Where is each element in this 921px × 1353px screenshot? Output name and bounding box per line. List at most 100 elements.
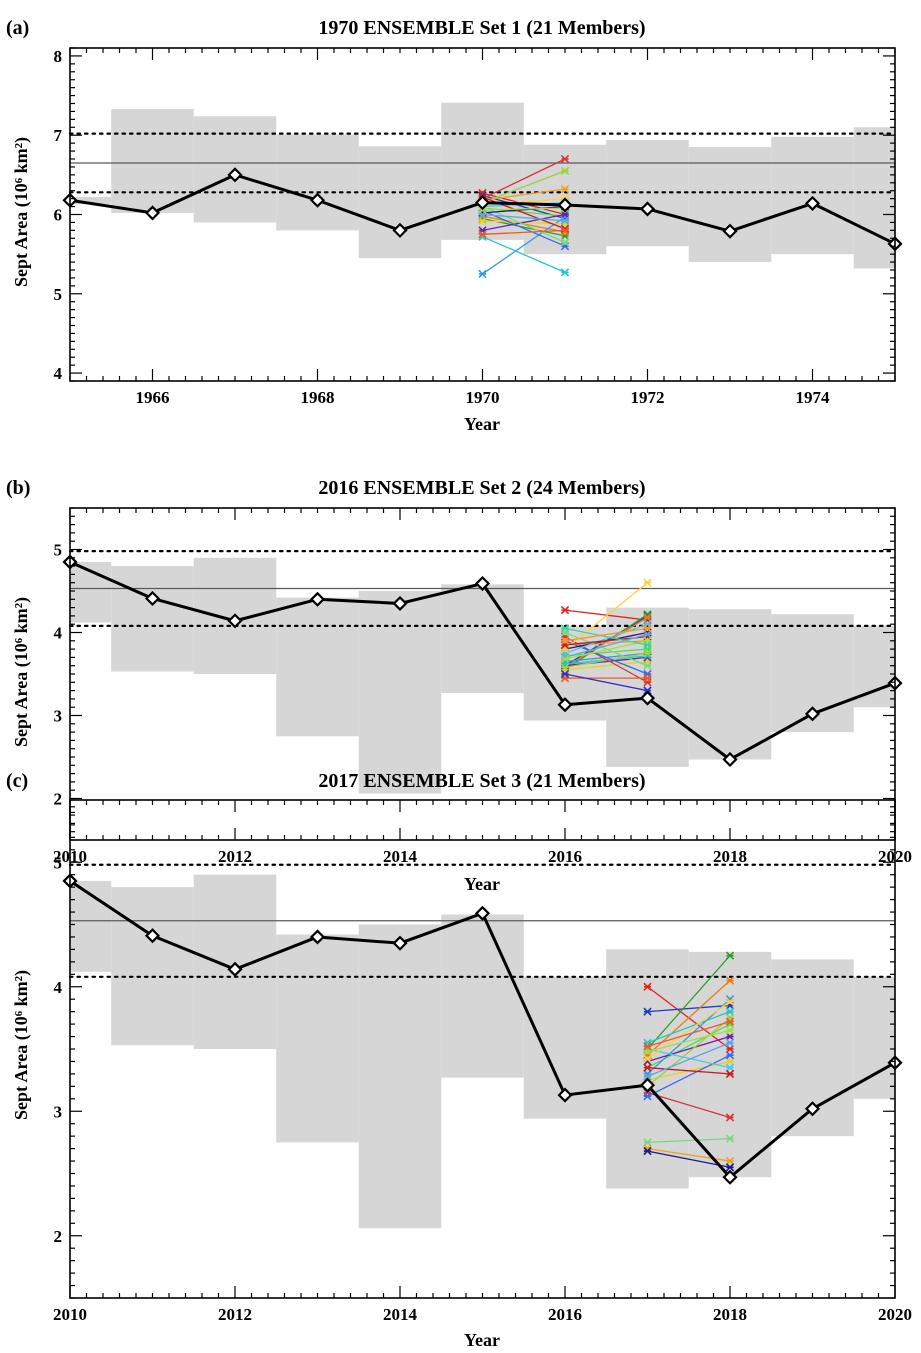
ensemble-member-line xyxy=(482,170,566,204)
ensemble-member-point xyxy=(560,605,570,615)
observed-point xyxy=(639,690,656,706)
observed-point xyxy=(227,613,243,629)
panel-c-letter: (c) xyxy=(6,770,28,792)
envelope-band xyxy=(771,136,854,255)
ensemble-member-line xyxy=(482,205,566,214)
ensemble-member-line xyxy=(564,627,648,646)
panel-b-envelope xyxy=(70,557,895,794)
x-tick-label: 1972 xyxy=(631,388,665,407)
ensemble-member-point xyxy=(725,1017,735,1026)
ensemble-member-point xyxy=(560,238,570,247)
observed-point xyxy=(144,928,161,944)
ensemble-member-point xyxy=(560,268,570,277)
ensemble-member-point xyxy=(643,1042,652,1051)
ensemble-member-point xyxy=(725,1026,735,1035)
ensemble-member-line xyxy=(482,205,566,243)
ensemble-member xyxy=(560,578,652,654)
panel-b-observed xyxy=(62,554,903,768)
ensemble-member-line xyxy=(564,640,648,646)
observed-point xyxy=(722,751,738,768)
ensemble-member-point xyxy=(560,636,570,645)
ensemble-member-line xyxy=(647,1017,731,1087)
ensemble-member-point xyxy=(643,1146,652,1156)
observed-point xyxy=(227,961,243,977)
observed-point xyxy=(804,706,821,722)
ensemble-member-point xyxy=(725,1044,735,1054)
ensemble-member-line xyxy=(564,627,648,642)
panel-c-observed xyxy=(62,873,903,1185)
ensemble-member-line xyxy=(564,582,648,650)
ensemble-member xyxy=(643,1017,735,1051)
x-tick-label: 2020 xyxy=(878,1305,912,1324)
ensemble-member xyxy=(560,636,652,664)
ensemble-member xyxy=(643,1134,735,1147)
ensemble-member-line xyxy=(647,1091,731,1119)
y-tick-label: 3 xyxy=(54,1102,63,1121)
ensemble-member-line xyxy=(482,213,566,222)
y-tick-label: 4 xyxy=(54,624,63,643)
observed-point xyxy=(144,205,161,221)
ensemble-member-line xyxy=(647,1023,731,1069)
ensemble-member-point xyxy=(560,184,570,194)
y-tick-label: 4 xyxy=(54,364,63,383)
panel-b-y-axis-label: Sept Area (10⁶ km²) xyxy=(11,597,32,747)
ensemble-member-point xyxy=(643,982,652,991)
observed-point xyxy=(227,167,243,183)
panel-a-observed xyxy=(62,167,903,252)
ensemble-member-line xyxy=(647,1035,731,1063)
panel-c-ensemble xyxy=(643,951,735,1172)
ensemble-member xyxy=(643,1051,735,1101)
ensemble-member-point xyxy=(725,1032,735,1041)
ensemble-member-line xyxy=(647,1137,731,1144)
ensemble-member-point xyxy=(560,654,570,664)
ensemble-member-point xyxy=(725,1057,735,1066)
ensemble-member-point xyxy=(725,951,735,960)
observed-point xyxy=(639,1077,656,1093)
ensemble-member-point xyxy=(643,624,652,633)
y-tick-label: 7 xyxy=(54,126,63,145)
panel-a-axes: 1966 1968 1970 1972 1974 4 5 6 7 8 xyxy=(54,47,896,407)
x-tick-label: 2014 xyxy=(383,1305,418,1324)
ensemble-member-line xyxy=(647,1048,731,1069)
ensemble-member-point xyxy=(725,976,735,985)
observed-point xyxy=(639,201,656,217)
ensemble-member-point xyxy=(560,154,570,164)
observed-point xyxy=(474,195,491,211)
ensemble-member xyxy=(478,226,570,239)
ensemble-member xyxy=(643,1038,735,1081)
ensemble-member xyxy=(560,673,652,683)
x-tick-label: 2012 xyxy=(218,847,252,866)
envelope-band xyxy=(358,591,442,794)
x-tick-label: 1968 xyxy=(301,388,335,407)
envelope-band xyxy=(853,127,895,269)
x-tick-label: 2014 xyxy=(383,847,418,866)
ensemble-member-point xyxy=(478,269,487,279)
y-tick-label: 2 xyxy=(54,790,63,809)
ensemble-member xyxy=(643,1146,735,1172)
ensemble-member-point xyxy=(560,166,570,176)
x-tick-label: 1974 xyxy=(796,388,831,407)
envelope-band xyxy=(111,566,194,672)
envelope-band xyxy=(276,597,359,737)
x-tick-label: 2018 xyxy=(713,847,747,866)
ensemble-member-point xyxy=(643,1138,652,1147)
ensemble-member-line xyxy=(564,673,648,692)
y-tick-label: 5 xyxy=(54,853,63,872)
observed-point xyxy=(392,595,408,612)
ensemble-member-point xyxy=(560,663,570,672)
ensemble-member-line xyxy=(564,656,648,667)
panel-c-title: 2017 ENSEMBLE Set 3 (21 Members) xyxy=(318,770,645,792)
y-tick-label: 5 xyxy=(54,541,63,560)
observed-point xyxy=(557,1087,573,1103)
ensemble-member-point xyxy=(643,1063,652,1072)
ensemble-member-line xyxy=(647,1147,731,1162)
y-tick-label: 4 xyxy=(54,978,63,997)
ensemble-member-line xyxy=(647,1150,731,1168)
observed-point xyxy=(722,223,738,239)
ensemble-member-line xyxy=(564,623,648,654)
panel-b-letter: (b) xyxy=(6,477,30,499)
ensemble-member-point xyxy=(725,1007,735,1016)
ensemble-member-point xyxy=(725,1069,735,1079)
panel-c: (c) 2017 ENSEMBLE Set 3 (21 Members) 201… xyxy=(6,770,912,1350)
